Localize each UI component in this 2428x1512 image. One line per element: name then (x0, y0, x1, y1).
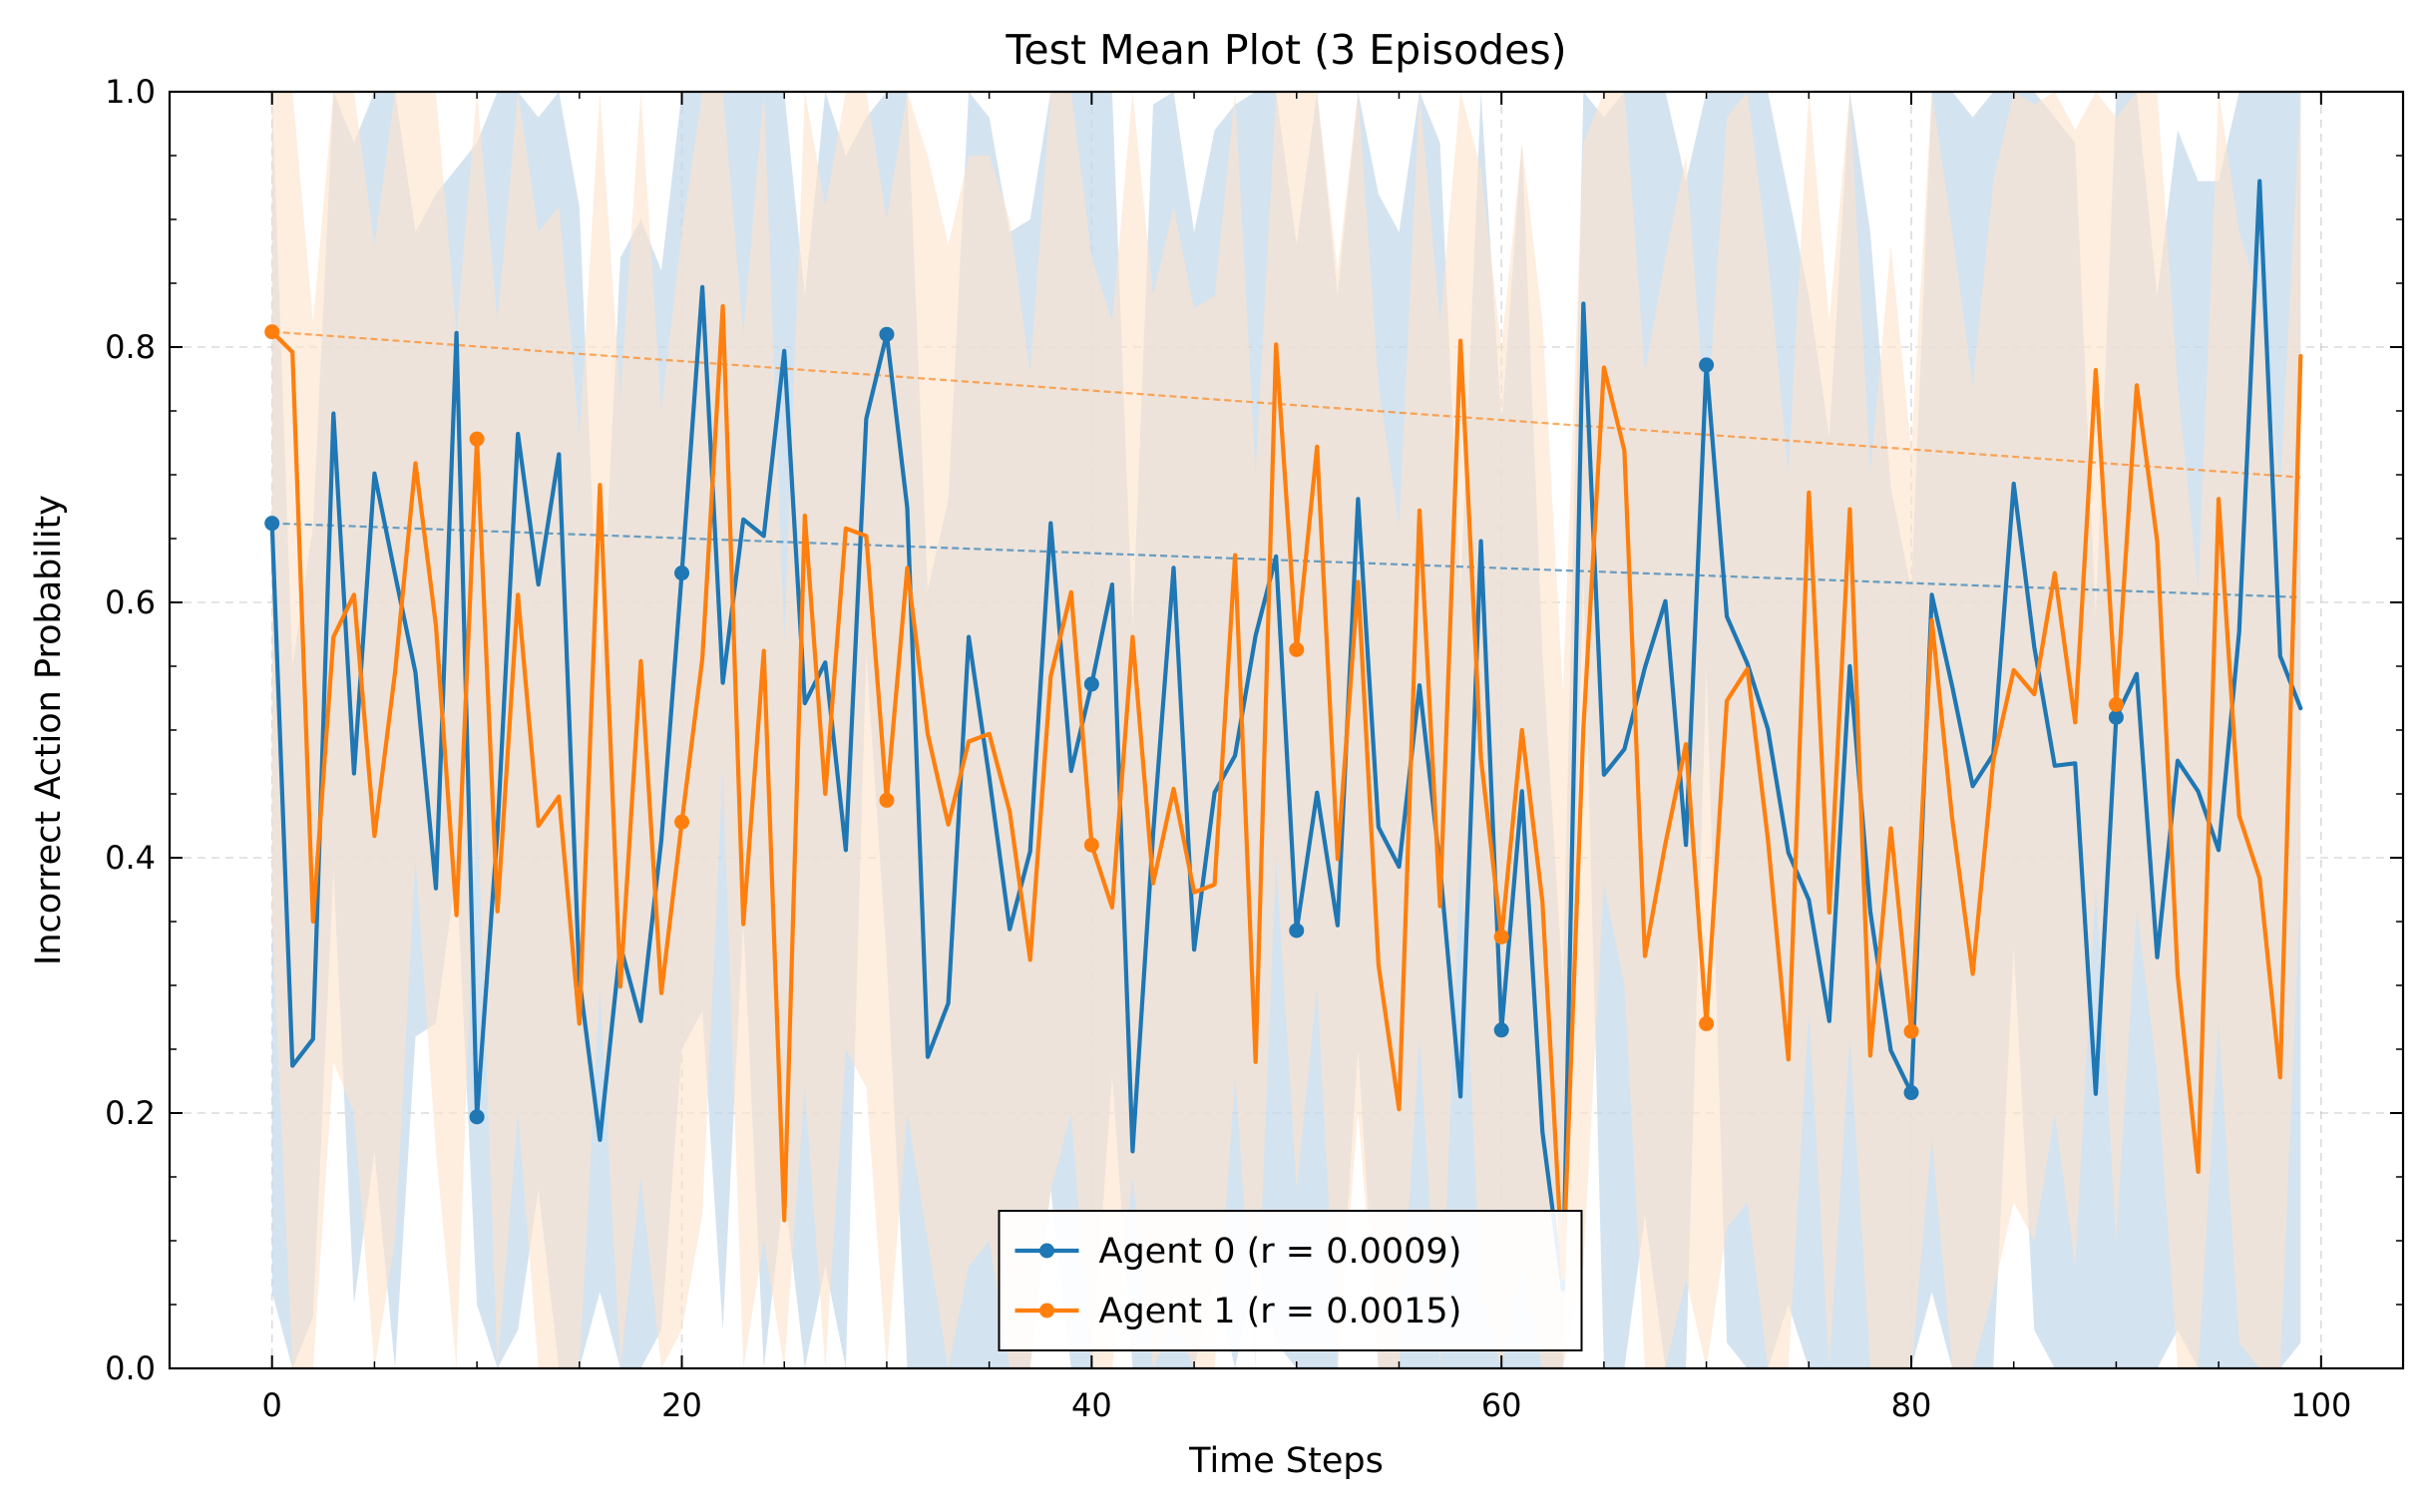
axis-ticks (169, 91, 2403, 1369)
series-1-marker (1699, 1015, 1715, 1031)
y-tick-label: 1.0 (105, 73, 156, 111)
series-0-marker (879, 326, 895, 342)
legend-label-1: Agent 1 (r = 0.0015) (1099, 1292, 1462, 1331)
y-tick-label: 0.4 (105, 839, 156, 877)
x-axis-title: Time Steps (1188, 1441, 1384, 1481)
series-0-marker (1699, 357, 1715, 373)
series-0-marker (264, 516, 280, 532)
series-0-marker (469, 1109, 485, 1125)
legend-swatch-marker-1 (1039, 1303, 1054, 1319)
series-1-marker (264, 324, 280, 340)
y-tick-label: 0.0 (105, 1349, 156, 1387)
x-tick-label: 20 (661, 1386, 702, 1424)
legend: Agent 0 (r = 0.0009) Agent 1 (r = 0.0015) (998, 1210, 1583, 1351)
x-tick-labels: 0 20 40 60 80 100 (262, 1386, 2352, 1424)
y-tick-labels: 0.0 0.2 0.4 0.6 0.8 1.0 (105, 73, 156, 1387)
series-0-marker (1493, 1022, 1509, 1038)
series-1-marker (879, 792, 895, 808)
series-line-0 (269, 179, 2303, 1292)
x-tick-label: 60 (1481, 1386, 1522, 1424)
y-tick-label: 0.2 (105, 1094, 156, 1132)
x-tick-label: 0 (262, 1386, 282, 1424)
series-0-marker (2108, 709, 2124, 725)
series-1-marker (674, 814, 690, 830)
legend-label-0: Agent 0 (r = 0.0009) (1099, 1232, 1462, 1272)
y-tick-label: 0.6 (105, 583, 156, 621)
series-markers (264, 324, 2124, 1125)
trend-line-0 (271, 522, 2301, 598)
x-tick-label: 40 (1071, 1386, 1112, 1424)
series-lines (269, 179, 2303, 1292)
series-line-1 (269, 303, 2303, 1281)
legend-box (998, 1210, 1583, 1351)
trend-lines (271, 330, 2301, 598)
legend-swatch-marker-0 (1039, 1243, 1054, 1259)
series-1-marker (1493, 929, 1509, 945)
y-tick-label: 0.8 (105, 328, 156, 366)
x-tick-label: 80 (1891, 1386, 1932, 1424)
series-0-marker (1903, 1085, 1919, 1101)
series-1-marker (1289, 641, 1305, 657)
y-axis-title: Incorrect Action Probability (29, 495, 69, 965)
x-tick-label: 100 (2290, 1386, 2351, 1424)
chart-title: Test Mean Plot (3 Episodes) (1005, 26, 1566, 74)
series-0-marker (1289, 923, 1305, 939)
series-1-marker (1903, 1023, 1919, 1039)
series-0-marker (674, 566, 690, 581)
series-1-marker (2108, 696, 2124, 712)
trend-line-1 (271, 330, 2301, 479)
series-0-marker (1083, 676, 1099, 692)
series-1-marker (469, 431, 485, 447)
series-1-marker (1083, 837, 1099, 853)
